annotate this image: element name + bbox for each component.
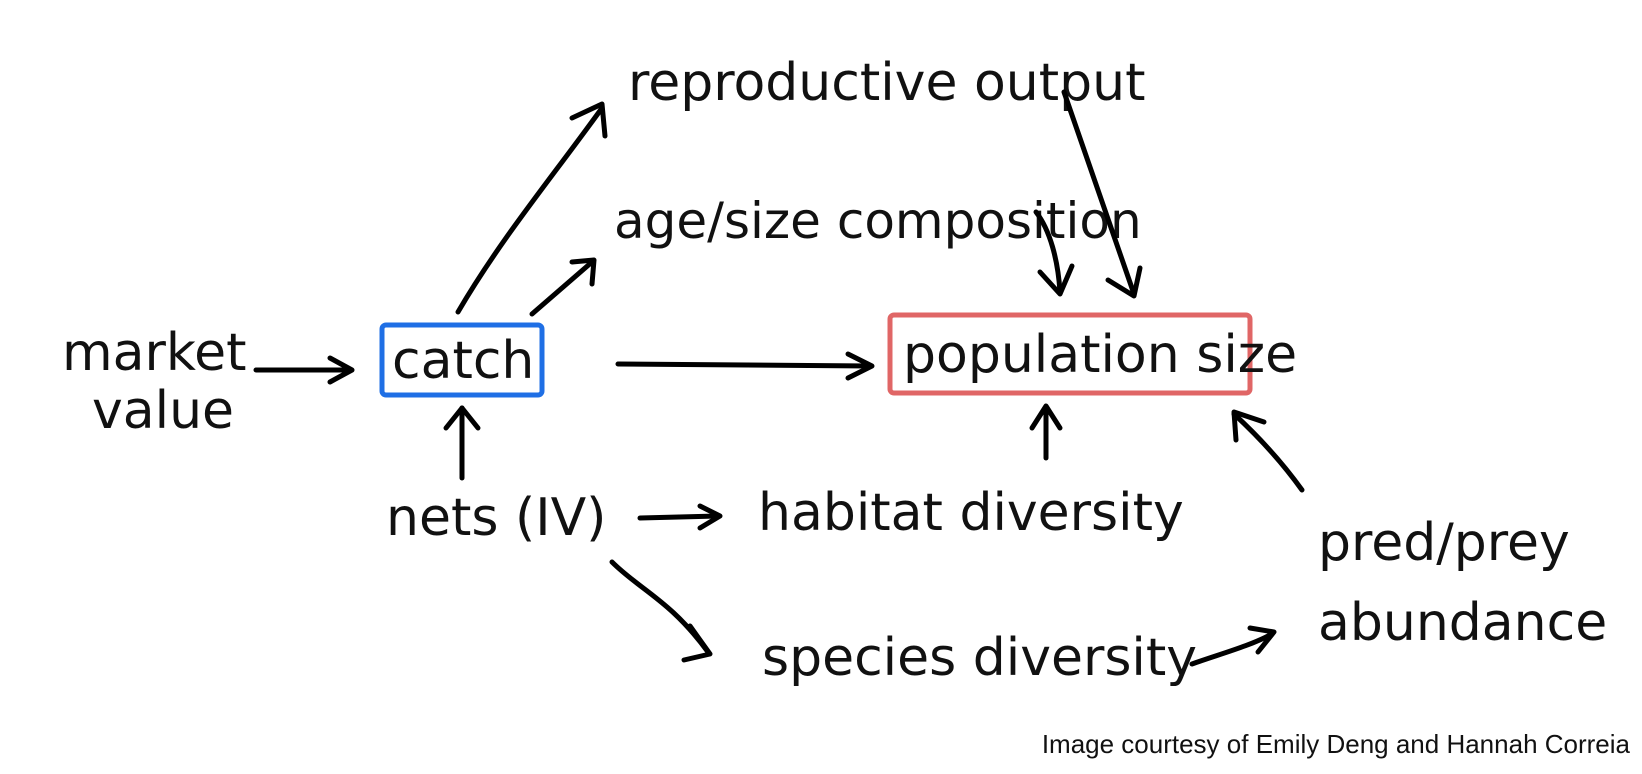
catch-label: catch [392,331,534,391]
arrow-age-size-composition-to-population-size [1033,209,1075,297]
arrow-nets-to-species-diversity [609,559,713,663]
nets-iv-label: nets (IV) [386,488,606,548]
population-size-label: population size [903,325,1297,385]
arrow-catch-to-reproductive-output [455,101,608,315]
catch-box [379,322,545,398]
age-size-composition-label: age/size composition [614,192,1142,250]
arrow-species-diversity-to-pred-prey-abundance [1189,625,1277,667]
arrow-reproductive-output-to-population-size [1061,89,1143,299]
pred-prey-label-line1: pred/prey [1318,513,1570,573]
species-diversity-label: species diversity [762,628,1197,688]
arrow-catch-to-age-size-composition [529,257,597,317]
image-credit: Image courtesy of Emily Deng and Hannah … [1041,729,1630,759]
reproductive-output-label: reproductive output [628,53,1146,113]
arrow-habitat-diversity-to-population-size [1029,403,1063,461]
arrow-nets-to-habitat-diversity [637,503,723,531]
arrow-nets-to-catch [443,405,481,481]
market-value-label-line1: market [62,323,247,383]
arrow-pred-prey-to-population-size [1231,409,1305,493]
market-value-label-line2: value [92,381,234,441]
population-size-box [887,312,1253,396]
arrow-market-value-to-catch [253,355,355,385]
habitat-diversity-label: habitat diversity [758,483,1184,543]
arrow-catch-to-population-size [615,351,875,381]
pred-prey-label-line2: abundance [1318,593,1607,653]
